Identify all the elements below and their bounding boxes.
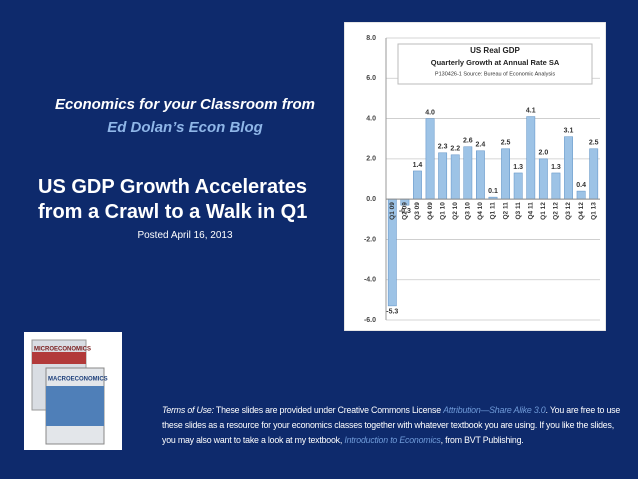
value-label: 2.0 — [538, 150, 548, 157]
x-tick-label: Q3 12 — [565, 202, 572, 220]
x-tick-label: Q1 12 — [540, 202, 547, 220]
bar — [576, 190, 586, 200]
y-tick-label: 0.0 — [366, 196, 376, 203]
x-tick-label: Q2 11 — [502, 202, 509, 220]
x-tick-label: Q4 09 — [427, 202, 434, 220]
heading: Economics for your Classroom from — [54, 96, 316, 113]
bar — [513, 172, 523, 200]
bar — [463, 146, 473, 200]
slide-title: from a Crawl to a Walk in Q1 — [38, 201, 308, 223]
book-band — [32, 352, 86, 364]
chart-source: P130426-1 Source: Bureau of Economic Ana… — [435, 71, 555, 77]
value-label: 4.1 — [526, 107, 536, 114]
y-tick-label: 2.0 — [366, 156, 376, 163]
value-label: 1.3 — [551, 164, 561, 171]
bar — [538, 158, 548, 200]
terms-text: These slides are provided under Creative… — [215, 405, 441, 415]
x-tick-label: Q3 10 — [465, 202, 472, 220]
x-tick-label: Q4 11 — [527, 202, 534, 220]
bar — [564, 136, 573, 200]
posted: Posted April 16, 2013 — [137, 230, 233, 241]
x-tick-label: Q1 11 — [490, 202, 497, 220]
value-label: 2.5 — [501, 140, 511, 147]
y-tick-label: -6.0 — [364, 317, 376, 324]
value-label: 2.4 — [476, 142, 486, 149]
value-label: 2.6 — [463, 138, 473, 145]
book-title: MICROECONOMICS — [34, 347, 91, 353]
x-tick-label: Q4 10 — [477, 202, 484, 220]
book-band — [46, 386, 104, 426]
y-tick-label: -4.0 — [364, 277, 376, 284]
x-tick-label: Q3 09 — [414, 202, 421, 220]
bar — [476, 150, 485, 200]
y-tick-label: 6.0 — [366, 75, 376, 82]
x-tick-label: Q1 13 — [590, 202, 597, 220]
bar — [589, 148, 599, 200]
chart-subtitle: Quarterly Growth at Annual Rate SA — [431, 58, 560, 67]
bar — [425, 118, 435, 200]
bar — [413, 170, 422, 200]
x-tick-label: Q1 09 — [389, 202, 396, 220]
book-image: MICROECONOMICS MACROECONOMICS — [24, 332, 122, 450]
chart-title: US Real GDP — [470, 46, 520, 55]
value-label: 2.5 — [589, 140, 599, 147]
y-tick-label: 8.0 — [366, 35, 376, 42]
x-tick-label: Q1 10 — [439, 202, 446, 220]
value-label: 1.4 — [413, 162, 423, 169]
title-box — [397, 43, 593, 85]
slide-title: US GDP Growth Accelerates — [38, 176, 307, 198]
value-label: 3.1 — [564, 128, 574, 135]
y-tick-label: -2.0 — [364, 236, 376, 243]
book-title: MACROECONOMICS — [48, 377, 108, 383]
y-tick-label: 4.0 — [366, 115, 376, 122]
terms: Terms of Use: These slides are provided … — [162, 403, 624, 448]
terms-text: . You are free to use these slides as a … — [162, 405, 621, 445]
terms-label: Terms of Use: — [162, 405, 214, 415]
bar — [501, 148, 510, 200]
value-label: 0.4 — [576, 182, 586, 189]
x-tick-label: Q3 11 — [515, 202, 522, 220]
license-link[interactable]: Attribution—Share Alike 3.0 — [443, 405, 546, 415]
value-label: 2.3 — [438, 144, 448, 151]
value-label: 4.0 — [425, 109, 435, 116]
textbook-link[interactable]: Introduction to Economics — [344, 435, 441, 445]
chart: 8.0 6.0 4.0 2.0 0.0 -2.0 -4.0 -6.0 US Real GDP Qu… — [344, 22, 606, 331]
x-tick-label: Q4 12 — [578, 202, 585, 220]
value-label: 2.2 — [450, 146, 460, 153]
bar — [526, 116, 536, 200]
x-tick-label: Q2 10 — [452, 202, 459, 220]
value-label: -0.3 — [399, 208, 411, 215]
value-label: -5.3 — [386, 309, 398, 316]
x-tick-label: Q2 09 — [402, 202, 409, 220]
terms-text: , from BVT Publishing. — [440, 435, 524, 445]
value-label: 1.3 — [513, 164, 523, 171]
x-tick-label: Q2 12 — [553, 202, 560, 220]
value-label: 0.1 — [488, 188, 498, 195]
bar — [450, 154, 460, 200]
bar — [438, 152, 448, 200]
bar — [551, 172, 561, 200]
heading: Ed Dolan’s Econ Blog — [107, 119, 263, 136]
